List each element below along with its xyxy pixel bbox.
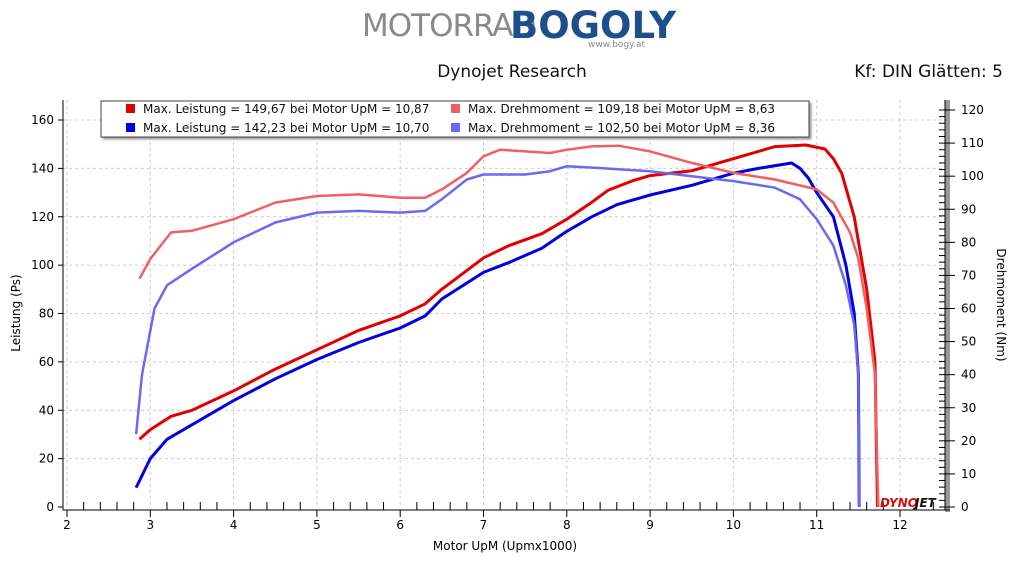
- y2-tick-label: 90: [961, 202, 976, 216]
- legend-swatch-2: [126, 123, 135, 132]
- y2-tick-label: 40: [961, 368, 976, 382]
- series-line-4: [134, 164, 861, 508]
- logo-url: www.bogy.at: [588, 40, 645, 50]
- x-tick-label: 9: [646, 518, 654, 532]
- x-tick-label: 7: [480, 518, 488, 532]
- y-tick-label: 120: [31, 210, 54, 224]
- chart-title: Dynojet Research: [437, 62, 587, 82]
- y2-tick-label: 20: [961, 434, 976, 448]
- y2-tick-label: 30: [961, 401, 976, 415]
- legend-swatch-3: [451, 104, 460, 113]
- y2-tick-label: 80: [961, 235, 976, 249]
- x-tick-label: 11: [809, 518, 824, 532]
- x-tick-label: 3: [146, 518, 154, 532]
- y2-tick-label: 60: [961, 302, 976, 316]
- legend-label-2: Max. Leistung = 142,23 bei Motor UpM = 1…: [143, 121, 429, 135]
- y2-tick-label: 50: [961, 335, 976, 349]
- logo-bogoly: BOGOLY: [510, 4, 677, 47]
- axes: 2 3 4 5 6 7 8 9 10 11 1202040608010012014016001020…: [31, 100, 984, 532]
- watermark-jet: JET: [913, 496, 937, 510]
- grid: [63, 100, 945, 507]
- y-tick-label: 100: [31, 258, 54, 272]
- x-tick-label: 6: [396, 518, 404, 532]
- x-tick-label: 4: [230, 518, 238, 532]
- y2-tick-label: 120: [961, 103, 984, 117]
- series-line-1: [138, 143, 879, 508]
- series-lines: [134, 143, 880, 508]
- series-line-2: [134, 161, 861, 508]
- y2-tick-label: 110: [961, 136, 984, 150]
- y-tick-label: 40: [39, 403, 54, 417]
- y2-tick-label: 10: [961, 467, 976, 481]
- watermark-dyno: DYNO: [880, 496, 918, 510]
- legend: Max. Leistung = 149,67 bei Motor UpM = 1…: [100, 100, 810, 138]
- legend-swatch-4: [451, 123, 460, 132]
- y2-tick-label: 0: [961, 500, 969, 514]
- y-tick-label: 160: [31, 113, 54, 127]
- x-axis-label: Motor UpM (Upmx1000): [433, 539, 577, 553]
- logo-motorrad: MOTORRAD: [362, 8, 536, 44]
- x-tick-label: 2: [63, 518, 71, 532]
- x-tick-label: 12: [892, 518, 907, 532]
- settings-text: Kf: DIN Glätten: 5: [854, 62, 1003, 82]
- legend-label-3: Max. Drehmoment = 109,18 bei Motor UpM =…: [468, 102, 775, 116]
- right-axis-band: [945, 100, 950, 512]
- dynojet-watermark: DYNO JET: [880, 496, 937, 510]
- y-tick-label: 140: [31, 161, 54, 175]
- legend-label-1: Max. Leistung = 149,67 bei Motor UpM = 1…: [143, 102, 429, 116]
- series-line-3: [138, 144, 880, 508]
- legend-swatch-1: [126, 104, 135, 113]
- y-axis-label: Leistung (Ps): [9, 274, 23, 351]
- legend-label-4: Max. Drehmoment = 102,50 bei Motor UpM =…: [468, 121, 775, 135]
- y-tick-label: 0: [46, 500, 54, 514]
- x-tick-label: 5: [313, 518, 321, 532]
- y-tick-label: 60: [39, 355, 54, 369]
- x-tick-label: 8: [563, 518, 571, 532]
- logo: MOTORRAD BOGOLY www.bogy.at: [362, 4, 677, 50]
- y-tick-label: 80: [39, 307, 54, 321]
- y2-tick-label: 100: [961, 169, 984, 183]
- y2-tick-label: 70: [961, 268, 976, 282]
- y-tick-label: 20: [39, 452, 54, 466]
- x-tick-label: 10: [726, 518, 741, 532]
- y2-axis-label: Drehmoment (Nm): [994, 248, 1008, 361]
